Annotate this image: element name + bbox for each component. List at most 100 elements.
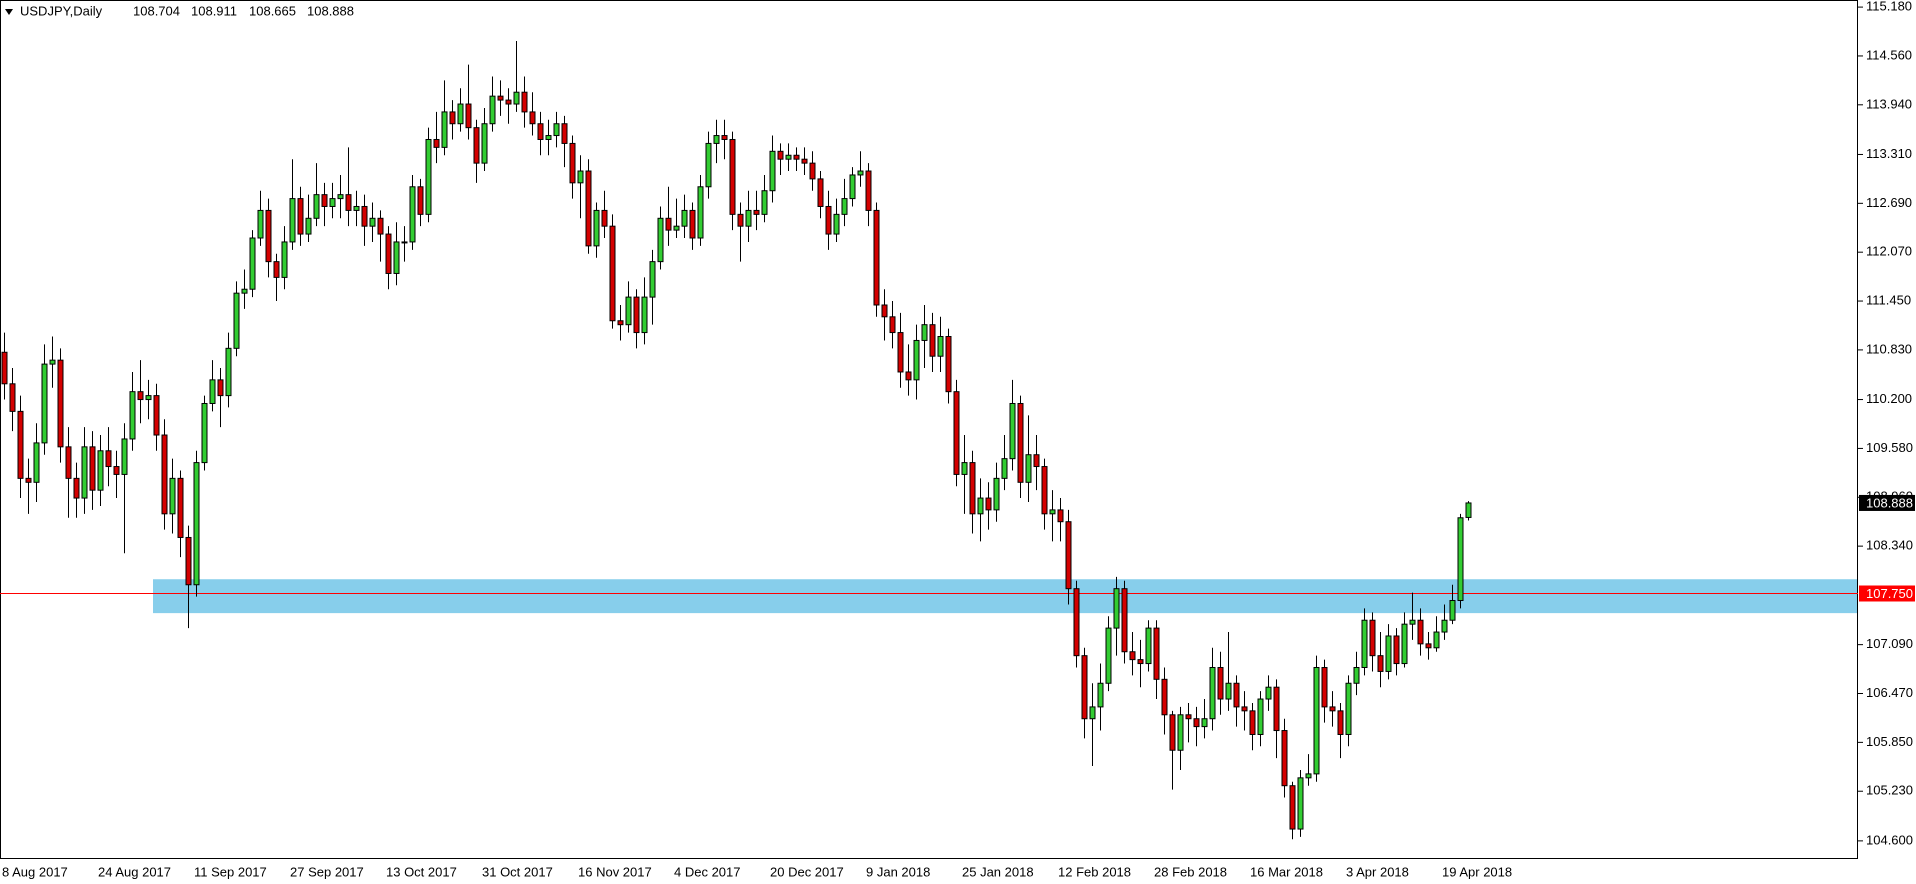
candle-body: [1065, 521, 1072, 590]
candle-body: [713, 135, 720, 144]
y-tick-label: 108.340: [1866, 538, 1913, 553]
y-tick-label: 105.850: [1866, 734, 1913, 749]
candle-body: [889, 316, 896, 334]
candle-body: [777, 150, 784, 160]
candle-body: [1273, 686, 1280, 732]
candle-body: [97, 450, 104, 491]
candle-body: [1145, 627, 1152, 665]
candle-body: [1121, 588, 1128, 653]
candle-body: [145, 395, 152, 401]
candle-body: [969, 462, 976, 515]
candle-body: [545, 135, 552, 140]
candle-body: [905, 371, 912, 381]
candle-body: [1241, 706, 1248, 712]
candle-body: [985, 497, 992, 511]
candle-body: [1081, 655, 1088, 720]
candle-body: [953, 391, 960, 475]
candle-body: [1113, 588, 1120, 629]
candle-body: [457, 103, 464, 125]
candle-body: [1009, 402, 1016, 460]
candle-body: [473, 127, 480, 164]
menu-arrow[interactable]: [5, 9, 13, 15]
y-tick-label: 111.450: [1866, 292, 1911, 307]
candle-body: [1457, 517, 1464, 602]
candle-body: [33, 442, 40, 483]
candle-body: [1465, 502, 1472, 518]
candle-body: [961, 462, 968, 475]
candle-body: [785, 154, 792, 160]
candle-body: [1289, 785, 1296, 830]
candle-body: [305, 217, 312, 235]
candle-body: [1097, 682, 1104, 708]
plot-frame: [0, 0, 1858, 859]
candle-body: [1161, 678, 1168, 716]
symbol: USDJPY,Daily: [20, 3, 103, 18]
header-open: 108.704: [133, 3, 180, 18]
candle-body: [617, 320, 624, 326]
candle-body: [1433, 631, 1440, 649]
y-tick-label: 112.690: [1866, 195, 1912, 210]
candle-body: [129, 391, 136, 440]
candle-body: [825, 205, 832, 235]
candle-body: [745, 209, 752, 227]
candle-body: [857, 170, 864, 176]
candle-body: [137, 391, 144, 401]
candle-body: [1305, 773, 1312, 779]
candle-body: [25, 477, 32, 483]
candle-body: [993, 477, 1000, 511]
candle-body: [1001, 458, 1008, 479]
candle-body: [521, 91, 528, 113]
candle-body: [1137, 659, 1144, 665]
candle-body: [161, 434, 168, 515]
candle-body: [81, 446, 88, 499]
x-tick-label: 27 Sep 2017: [290, 864, 364, 879]
candle-body: [1265, 686, 1272, 700]
candle-body: [1201, 718, 1208, 728]
x-tick-label: 24 Aug 2017: [98, 864, 171, 879]
candle-body: [537, 123, 544, 140]
candle-body: [721, 135, 728, 140]
x-tick-label: 12 Feb 2018: [1058, 864, 1131, 879]
candle-body: [193, 462, 200, 586]
y-tick-label: 114.560: [1866, 47, 1912, 62]
candle-body: [361, 205, 368, 227]
candle-body: [393, 241, 400, 274]
candle-body: [1313, 666, 1320, 775]
x-tick-label: 11 Sep 2017: [194, 864, 267, 879]
candle-body: [897, 332, 904, 373]
candle-body: [1393, 635, 1400, 665]
candle-body: [297, 198, 304, 235]
candle-body: [385, 233, 392, 274]
candle-body: [345, 194, 352, 211]
candle-body: [1057, 509, 1064, 523]
candle-body: [1409, 619, 1416, 625]
candle-body: [833, 213, 840, 235]
candle-body: [873, 209, 880, 306]
candle-body: [281, 241, 288, 278]
candle-body: [313, 194, 320, 219]
x-tick-label: 9 Jan 2018: [866, 864, 930, 879]
x-tick-label: 16 Mar 2018: [1250, 864, 1323, 879]
candle-body: [257, 209, 264, 239]
candle-body: [265, 209, 272, 263]
candle-body: [977, 497, 984, 515]
candle-body: [697, 186, 704, 239]
candle-body: [921, 324, 928, 341]
x-tick-label: 4 Dec 2017: [674, 864, 741, 879]
candle-body: [753, 209, 760, 215]
y-tick-label: 113.940: [1866, 96, 1912, 111]
candle-body: [1401, 623, 1408, 665]
candle-body: [417, 186, 424, 215]
candle-body: [1297, 777, 1304, 830]
candle-body: [577, 170, 584, 184]
candle-body: [169, 477, 176, 515]
candle-body: [41, 363, 48, 444]
candle-body: [353, 205, 360, 211]
candle-body: [553, 123, 560, 137]
candle-body: [633, 296, 640, 334]
candle-body: [449, 111, 456, 125]
candle-body: [1177, 714, 1184, 751]
candle-body: [185, 536, 192, 586]
